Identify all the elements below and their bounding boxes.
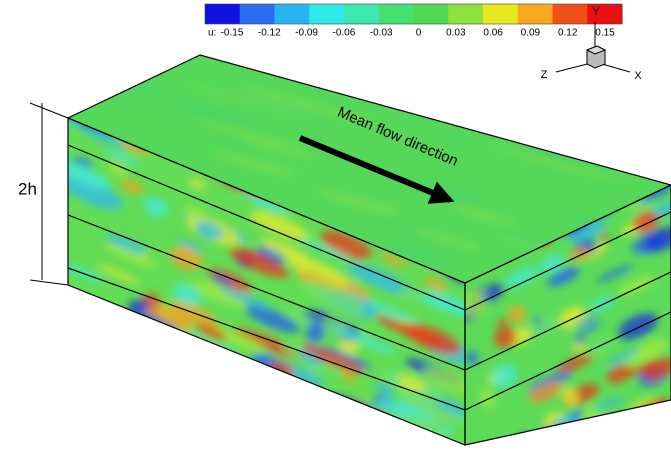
colorbar (205, 4, 623, 24)
colorbar-tick-label: 0.09 (521, 28, 541, 39)
contour-patch (80, 336, 141, 375)
contour-patch (326, 413, 379, 447)
colorbar-label: u: (208, 28, 216, 39)
colorbar-swatch (275, 4, 310, 24)
contour-patch (51, 305, 87, 334)
colorbar-swatch (448, 4, 483, 24)
contour-patch (542, 93, 619, 122)
contour-patch (153, 418, 231, 460)
colorbar-tick-label: 0.15 (595, 28, 615, 39)
colorbar-tick-label: 0.03 (446, 28, 466, 39)
colorbar-tick-label: -0.09 (295, 28, 318, 39)
contour-patch (131, 336, 201, 375)
contour-patch (66, 384, 92, 402)
contour-patch (103, 374, 163, 414)
contour-patch (200, 358, 258, 396)
colorbar-swatch (309, 4, 344, 24)
contour-patch (453, 44, 546, 77)
contour-patch (56, 430, 89, 457)
contour-patch (65, 339, 122, 373)
y-axis-label: Y (592, 6, 600, 18)
contour-patch (50, 349, 106, 386)
contour-patch (457, 84, 537, 110)
contour-patch (329, 413, 393, 447)
colorbar-tick-label: -0.12 (258, 28, 281, 39)
contour-patch (309, 407, 334, 433)
contour-patch (614, 428, 649, 455)
colorbar-swatch (483, 4, 518, 24)
colorbar-tick-label: 0.06 (483, 28, 503, 39)
colorbar-tick-label: 0 (416, 28, 422, 39)
contour-patch (491, 56, 561, 79)
colorbar-swatch (205, 4, 240, 24)
colorbar-swatch (553, 4, 588, 24)
contour-patch (246, 433, 271, 453)
contour-patch (173, 436, 194, 451)
colorbar-tick-label: -0.15 (221, 28, 244, 39)
colorbar-swatch (379, 4, 414, 24)
contour-patch (329, 402, 358, 421)
contour-patch (120, 375, 163, 410)
colorbar-swatch (518, 4, 553, 24)
contour-patch (35, 297, 108, 335)
contour-patch (50, 408, 86, 430)
colorbar-tick-label: -0.03 (370, 28, 393, 39)
contour-patch (594, 434, 612, 447)
dimension-label: 2h (18, 179, 37, 198)
contour-patch (203, 380, 270, 422)
contour-patch (514, 432, 533, 448)
contour-patch (332, 56, 473, 99)
colorbar-swatch (344, 4, 379, 24)
figure: 2h Mean flow direction u: Y Z X -0.15-0.… (0, 0, 671, 460)
contour-patch (281, 419, 316, 439)
contour-patch (313, 418, 383, 460)
contour-patch (133, 385, 204, 428)
colorbar-tick-label: -0.06 (333, 28, 356, 39)
contour-patch (362, 422, 385, 439)
colorbar-swatch (240, 4, 275, 24)
contour-patch (221, 382, 279, 419)
colorbar-swatch (414, 4, 449, 24)
contour-patch (66, 327, 112, 361)
contour-patch (69, 349, 112, 380)
contour-patch (343, 408, 380, 440)
contour-patch (86, 326, 155, 360)
x-axis-label: X (634, 70, 642, 82)
contour-patch (83, 311, 127, 340)
contour-patch (203, 393, 255, 424)
z-axis-label: Z (541, 69, 548, 81)
colorbar-tick-label: 0.12 (558, 28, 578, 39)
contour-patch (643, 406, 671, 434)
contour-patch (131, 326, 165, 351)
contour-patch (40, 57, 138, 91)
